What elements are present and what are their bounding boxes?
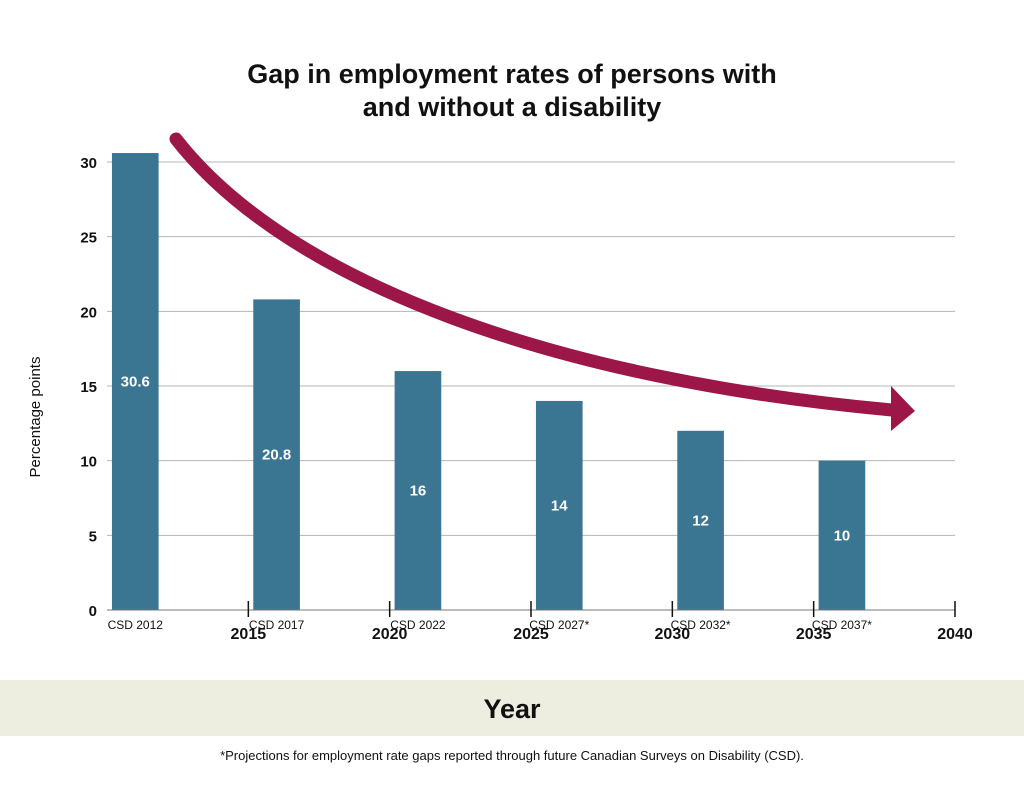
- category-label-4: CSD 2027*: [529, 618, 589, 632]
- y-axis-label: Percentage points: [27, 357, 44, 478]
- y-tick-label-5: 5: [89, 528, 97, 545]
- bar-value-label-2: 20.8: [262, 447, 291, 464]
- category-label-6: CSD 2037*: [812, 618, 872, 632]
- chart-title-line-2: and without a disability: [362, 92, 662, 122]
- category-label-1: CSD 2012: [108, 618, 164, 632]
- trend-arrow-shaft: [169, 132, 899, 417]
- bar-5: [677, 430, 724, 610]
- x-axis-label-band: Year: [0, 680, 1024, 736]
- category-label-5: CSD 2032*: [671, 618, 731, 632]
- year-label-2015: 2015: [231, 626, 267, 643]
- y-tick-label-20: 20: [80, 304, 97, 321]
- year-label-2030: 2030: [655, 626, 691, 643]
- x-axis-label: Year: [483, 694, 541, 724]
- footnote: *Projections for employment rate gaps re…: [220, 748, 804, 763]
- trend-arrow: [169, 132, 915, 431]
- chart-title: Gap in employment rates of persons with …: [0, 58, 1024, 124]
- year-label-2040: 2040: [937, 626, 973, 643]
- bar-value-label-3: 16: [410, 483, 427, 500]
- year-label-2035: 2035: [796, 626, 832, 643]
- bar-2: [253, 299, 300, 610]
- bar-4: [535, 400, 583, 610]
- chart-title-line-1: Gap in employment rates of persons with: [247, 59, 777, 89]
- trend-arrow-head: [891, 386, 915, 431]
- y-tick-label-30: 30: [80, 155, 97, 172]
- year-label-2025: 2025: [513, 626, 549, 643]
- y-tick-label-25: 25: [80, 230, 97, 247]
- category-label-3: CSD 2022: [390, 618, 446, 632]
- year-label-2020: 2020: [372, 626, 408, 643]
- bar-layer: 30.6 20.8 16 14 12 10: [111, 153, 866, 611]
- bar-value-label-4: 14: [551, 497, 568, 514]
- bar-1: [111, 153, 159, 611]
- bar-value-label-1: 30.6: [121, 374, 150, 391]
- bar-value-label-6: 10: [834, 527, 851, 544]
- bar-value-label-5: 12: [692, 512, 709, 529]
- bar-6: [818, 460, 866, 610]
- grid-layer: [107, 161, 955, 536]
- y-tick-label-10: 10: [80, 454, 97, 471]
- y-tick-label-15: 15: [80, 379, 97, 396]
- category-label-2: CSD 2017: [249, 618, 305, 632]
- bar-3: [394, 371, 442, 610]
- y-tick-label-0: 0: [89, 603, 97, 620]
